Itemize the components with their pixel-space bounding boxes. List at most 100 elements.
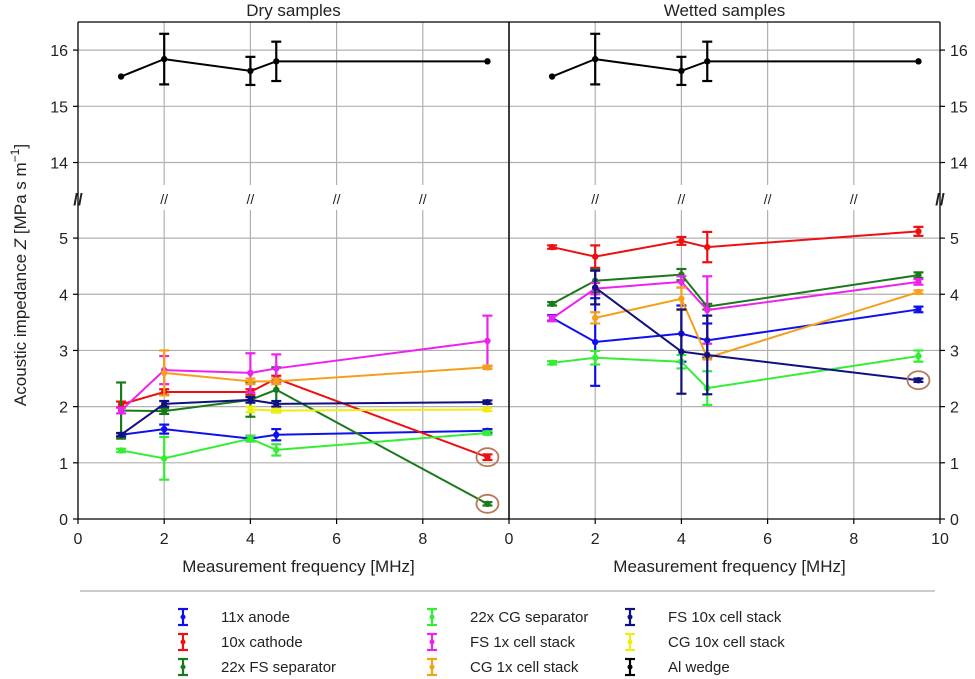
data-point xyxy=(915,58,922,65)
y-tick-label: 2 xyxy=(59,400,68,417)
data-point xyxy=(915,306,922,313)
series-11x-anode xyxy=(547,297,924,387)
legend-label: CG 10x cell stack xyxy=(668,634,785,651)
x-tick-label: 6 xyxy=(332,531,341,548)
y-tick-label: 3 xyxy=(950,343,959,360)
data-point xyxy=(273,365,280,372)
data-point xyxy=(678,67,685,75)
data-point xyxy=(247,378,254,385)
grid-break-mark: // xyxy=(160,191,168,207)
series-line xyxy=(120,377,488,459)
x-tick-label: 8 xyxy=(418,531,427,548)
data-point xyxy=(484,500,491,508)
data-point xyxy=(247,435,254,442)
y-tick-label: 2 xyxy=(950,400,959,417)
series-line xyxy=(551,355,919,390)
y-tick-label: 5 xyxy=(59,231,68,248)
data-point xyxy=(484,58,491,65)
series-line xyxy=(551,230,919,258)
legend-item: FS 1x cell stack xyxy=(427,632,576,652)
y-tick-label: 16 xyxy=(950,43,968,60)
x-tick-label: 2 xyxy=(160,531,169,548)
panel-title: Dry samples xyxy=(246,1,340,20)
data-point xyxy=(117,431,125,438)
data-point xyxy=(161,455,168,462)
series-line xyxy=(551,273,919,308)
data-point xyxy=(273,446,280,454)
x-tick-label: 4 xyxy=(246,531,255,548)
legend-marker-dot xyxy=(627,639,633,645)
series-al-wedge xyxy=(548,32,922,87)
data-point xyxy=(592,253,599,260)
x-tick-label: 0 xyxy=(74,531,83,548)
legend-label: FS 1x cell stack xyxy=(470,634,576,651)
y-tick-label: 3 xyxy=(59,343,68,360)
series-al-wedge xyxy=(117,32,491,87)
data-point xyxy=(247,406,254,413)
data-point xyxy=(704,306,711,314)
y-axis-label: Acoustic impedance Z [MPa s m−1] xyxy=(8,144,30,406)
series-22x-cg-separator xyxy=(116,429,493,481)
legend-marker-dot xyxy=(627,614,633,620)
x-tick-label: 8 xyxy=(849,531,858,548)
data-point xyxy=(678,348,685,355)
data-point xyxy=(484,364,491,371)
grid-break-mark: // xyxy=(850,191,858,207)
y-tick-label: 0 xyxy=(950,512,959,529)
legend-marker-dot xyxy=(429,614,435,620)
panel-title: Wetted samples xyxy=(664,1,786,20)
highlight-circle xyxy=(906,370,931,391)
data-point xyxy=(273,400,280,408)
data-point xyxy=(247,67,254,75)
data-point xyxy=(273,431,280,438)
legend-item: 10x cathode xyxy=(178,632,303,652)
y-tick-label: 4 xyxy=(59,287,68,304)
series-line xyxy=(250,408,488,412)
y-tick-label: 1 xyxy=(950,456,959,473)
series-line xyxy=(551,280,919,320)
series-cg-1x-cell-stack xyxy=(159,349,493,397)
data-point xyxy=(678,237,685,245)
y-tick-label: 14 xyxy=(950,156,968,173)
x-tick-label: 4 xyxy=(677,531,686,548)
grid-break-mark: // xyxy=(591,191,599,207)
legend-marker-dot xyxy=(180,664,186,670)
data-point xyxy=(484,406,491,413)
axis-break-mark: // xyxy=(935,190,945,209)
series-fs-1x-cell-stack xyxy=(116,314,493,415)
data-point xyxy=(247,396,254,404)
series-line xyxy=(120,58,488,78)
data-point xyxy=(117,407,125,414)
series-fs-10x-cell-stack xyxy=(116,395,493,438)
grid-break-mark: // xyxy=(333,191,341,207)
data-point xyxy=(915,352,922,360)
series-line xyxy=(594,286,919,382)
legend-item: Al wedge xyxy=(625,657,730,677)
y-tick-label: 14 xyxy=(50,156,68,173)
data-point xyxy=(678,295,685,302)
data-point xyxy=(273,58,280,65)
data-point xyxy=(915,377,922,384)
legend-item: FS 10x cell stack xyxy=(625,607,782,627)
data-point xyxy=(484,429,491,437)
legend-marker-dot xyxy=(180,614,186,620)
y-tick-label: 1 xyxy=(59,456,68,473)
legend-item: 22x FS separator xyxy=(178,657,336,677)
x-tick-label: 0 xyxy=(505,531,514,548)
legend-label: 22x CG separator xyxy=(470,609,588,626)
data-point xyxy=(592,314,599,322)
grid-break-mark: // xyxy=(678,191,686,207)
series-line xyxy=(120,339,488,412)
data-point xyxy=(161,400,168,408)
grid-break-mark: // xyxy=(764,191,772,207)
data-point xyxy=(592,338,599,346)
data-point xyxy=(592,284,599,291)
data-point xyxy=(548,243,556,251)
series-11x-anode xyxy=(116,423,493,443)
data-point xyxy=(704,351,711,359)
data-point xyxy=(548,300,556,308)
legend-label: Al wedge xyxy=(668,659,730,676)
y-tick-label: 5 xyxy=(950,231,959,248)
data-point xyxy=(161,425,168,433)
